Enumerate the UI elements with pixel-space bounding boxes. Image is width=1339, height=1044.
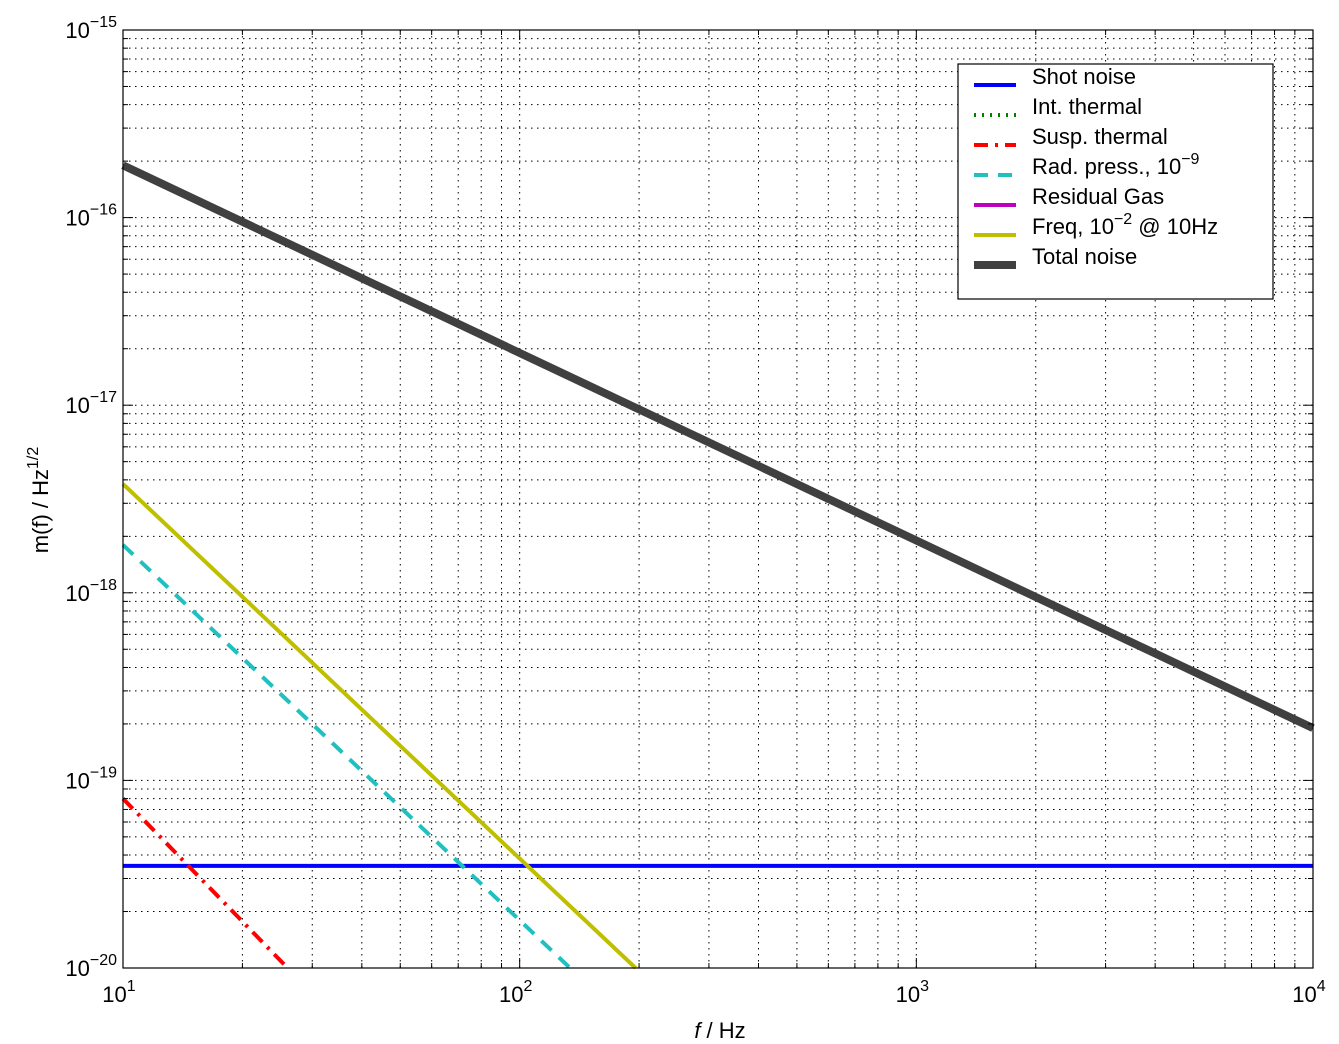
x-tick-labels: 101 102 103 104 bbox=[102, 978, 1325, 1007]
tick-label: 104 bbox=[1292, 978, 1325, 1007]
series-line bbox=[121, 797, 290, 970]
series-line bbox=[121, 482, 637, 970]
axis-ticks bbox=[122, 29, 1314, 969]
legend-entry: Shot noise bbox=[974, 64, 1136, 89]
legend-label: Rad. press., 10−9 bbox=[1032, 151, 1200, 179]
tick-label: 10−19 bbox=[65, 764, 117, 793]
legend-label: Residual Gas bbox=[1032, 184, 1164, 209]
legend-entry: Freq, 10−2 @ 10Hz bbox=[974, 211, 1218, 239]
legend-entry: Susp. thermal bbox=[974, 124, 1168, 149]
grid-lines bbox=[123, 30, 1313, 968]
tick-label: 10−17 bbox=[65, 389, 117, 418]
series-line bbox=[121, 161, 1315, 732]
legend-label: Total noise bbox=[1032, 244, 1137, 269]
legend: Shot noise Int. thermal Susp. thermalRad. … bbox=[957, 63, 1274, 300]
legend-entry: Residual Gas bbox=[974, 184, 1164, 209]
y-axis-label-sup: 1/2 bbox=[25, 447, 42, 469]
tick-label: 102 bbox=[499, 978, 532, 1007]
tick-label: 10−16 bbox=[65, 202, 117, 231]
tick-label: 10−15 bbox=[65, 14, 117, 43]
tick-label: 103 bbox=[896, 978, 929, 1007]
tick-label: 101 bbox=[102, 978, 135, 1007]
legend-label: Susp. thermal bbox=[1032, 124, 1168, 149]
plot-frame bbox=[122, 29, 1314, 969]
series-lines bbox=[121, 161, 1315, 970]
x-axis-label: f / Hz bbox=[694, 1018, 745, 1043]
series-line bbox=[121, 543, 572, 970]
legend-label: Freq, 10−2 @ 10Hz bbox=[1032, 211, 1218, 239]
tick-label: 10−20 bbox=[65, 952, 117, 981]
legend-entry: Rad. press., 10−9 bbox=[974, 151, 1200, 179]
legend-entry: Total noise bbox=[974, 244, 1137, 269]
y-axis-label-base: m(f) / Hz bbox=[28, 469, 53, 553]
y-axis-label: m(f) / Hz1/2 bbox=[25, 447, 53, 554]
tick-label: 10−18 bbox=[65, 577, 117, 606]
x-axis-label-rest: / Hz bbox=[700, 1018, 745, 1043]
y-tick-labels: 10−20 10−19 10−18 10−17 10−16 10−15 bbox=[65, 14, 117, 981]
x-axis-label-italic: f bbox=[694, 1018, 703, 1043]
legend-box bbox=[957, 63, 1274, 300]
legend-label: Int. thermal bbox=[1032, 94, 1142, 119]
legend-entry: Int. thermal bbox=[974, 94, 1142, 119]
legend-label: Shot noise bbox=[1032, 64, 1136, 89]
